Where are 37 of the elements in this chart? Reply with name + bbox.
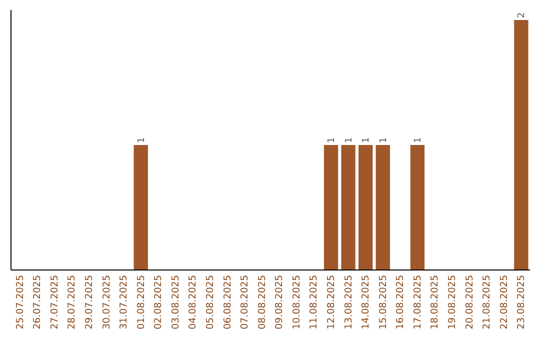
data-label: 1 (362, 137, 372, 143)
x-tick-label: 11.08.2025 (308, 275, 320, 330)
x-tick-label: 29.07.2025 (84, 275, 95, 330)
x-tick-label: 27.07.2025 (49, 275, 60, 330)
x-tick-label: 22.08.2025 (498, 275, 510, 330)
x-tick-label: 14.08.2025 (360, 275, 372, 330)
x-tick-label: 01.08.2025 (136, 275, 147, 330)
x-tick-label: 25.07.2025 (14, 275, 26, 330)
x-tick-label: 18.08.2025 (430, 275, 441, 330)
x-tick-label: 13.08.2025 (343, 275, 354, 330)
x-tick-label: 16.08.2025 (395, 275, 406, 330)
x-tick-label: 08.08.2025 (256, 275, 268, 330)
data-label: 1 (378, 137, 389, 143)
x-tick-label: 07.08.2025 (240, 275, 251, 330)
x-tick-label: 15.08.2025 (378, 275, 389, 330)
data-label: 1 (327, 137, 338, 143)
x-tick-label: 19.08.2025 (447, 275, 458, 330)
x-tick-label: 23.08.2025 (516, 275, 528, 330)
x-tick-label: 02.08.2025 (153, 275, 164, 330)
x-tick-label: 06.08.2025 (222, 275, 234, 330)
x-tick-label: 10.08.2025 (291, 275, 302, 330)
x-tick-label: 26.07.2025 (32, 275, 44, 330)
data-label: 1 (344, 137, 354, 143)
x-tick-label: 04.08.2025 (188, 275, 199, 330)
x-tick-label: 12.08.2025 (326, 275, 338, 330)
x-tick-label: 05.08.2025 (204, 275, 216, 330)
x-tick-label: 30.07.2025 (101, 275, 112, 330)
x-tick-label: 03.08.2025 (170, 275, 182, 330)
data-label: 2 (517, 12, 528, 18)
x-tick-label: 20.08.2025 (464, 275, 476, 330)
x-tick-label: 31.07.2025 (118, 275, 130, 330)
x-tick-label: 21.08.2025 (482, 275, 493, 330)
data-label: 1 (136, 137, 147, 143)
x-tick-label: 28.07.2025 (66, 275, 78, 330)
data-label: 1 (413, 137, 424, 143)
x-tick-label: 09.08.2025 (274, 275, 286, 330)
x-tick-label: 17.08.2025 (412, 275, 424, 330)
